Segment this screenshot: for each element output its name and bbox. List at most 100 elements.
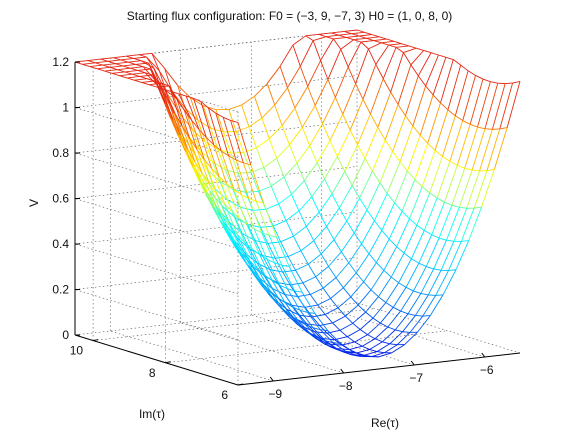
surface-mesh-line [230,152,239,174]
surface-mesh-line [464,167,473,171]
surface-mesh-line [346,37,354,41]
surface-mesh-line [272,280,286,304]
surface-mesh-line [95,62,103,66]
surface-mesh-line [413,290,422,294]
surface-mesh-line [456,124,471,166]
surface-mesh-line [287,250,302,257]
surface-mesh-line [151,53,160,72]
surface-mesh-line [380,307,394,324]
surface-mesh-line [431,234,440,239]
surface-mesh-line [248,198,263,233]
surface-mesh-line [414,179,423,187]
surface-mesh-line [285,220,294,237]
surface-mesh-line [89,66,98,70]
surface-mesh-line [216,194,231,227]
surface-mesh-line [484,128,493,130]
surface-mesh-line [353,37,367,41]
surface-mesh-line [382,78,392,93]
surface-mesh-line [424,230,432,236]
surface-mesh-line [156,85,170,88]
surface-mesh-line [287,288,295,292]
surface-mesh-line [237,122,252,166]
surface-mesh-line [379,36,387,40]
surface-mesh-line [357,304,366,313]
surface-mesh-line [102,63,116,66]
surface-mesh-line [386,193,395,204]
surface-mesh-line [194,161,209,194]
surface-mesh-line [314,331,323,339]
surface-mesh-line [290,282,303,286]
surface-mesh-line [486,168,495,172]
surface-mesh-line [493,127,508,170]
surface-mesh-line [285,302,293,308]
surface-mesh-line [277,297,286,304]
surface-mesh-line [224,169,234,190]
surface-mesh-line [290,315,299,321]
surface-mesh-line [449,161,458,166]
surface-mesh-line [186,133,195,155]
surface-mesh-line [372,317,381,324]
surface-mesh-line [207,193,221,222]
y-axis-label: Im(τ) [139,407,165,421]
surface-mesh-line [222,215,231,227]
surface-mesh-line [204,141,219,150]
surface-mesh-line [242,252,251,262]
surface-mesh-line [472,169,480,172]
surface-mesh-line [126,54,140,57]
surface-mesh-line [231,211,246,243]
surface-mesh-line [332,38,342,50]
surface-mesh-line [344,144,358,172]
surface-mesh-line [344,171,353,186]
surface-mesh-line [117,67,131,71]
surface-mesh-line [111,71,125,74]
surface-mesh-line [224,203,238,235]
surface-mesh-line [299,314,308,325]
surface-mesh-line [164,68,178,86]
surface-mesh-line [230,152,244,154]
surface-mesh-line [318,193,333,213]
surface-mesh-line [148,84,157,88]
surface-mesh-line [139,52,152,56]
surface-mesh-line [279,66,288,88]
surface-mesh-line [395,46,404,53]
surface-mesh-line [235,159,244,164]
surface-mesh-line [384,104,399,141]
surface-mesh-line [370,113,379,128]
surface-mesh-line [161,82,170,87]
surface-mesh-line [178,93,187,97]
x-tick-label: −9 [268,387,282,401]
surface-mesh-line [274,262,283,266]
surface-mesh-line [385,302,394,308]
surface-mesh-line [415,314,423,317]
surface-mesh-line [382,329,396,343]
surface-mesh-line [351,185,360,199]
surface-mesh-line [318,337,326,342]
surface-mesh-line [427,102,441,144]
surface-mesh-line [97,68,105,72]
surface-mesh-line [453,208,468,242]
surface-mesh-line [282,271,291,286]
surface-mesh-line [249,261,264,285]
surface-mesh-line [407,293,422,315]
surface-mesh-line [330,298,339,309]
surface-mesh-line [296,163,305,181]
surface-mesh-line [466,170,480,209]
surface-mesh-line [207,107,222,152]
surface-mesh-line [307,311,315,314]
surface-mesh-line [222,117,237,161]
surface-mesh-line [405,75,419,116]
surface-mesh-line [475,75,484,80]
surface-mesh-line [111,72,120,77]
surface-mesh-line [239,218,248,225]
surface-mesh-line [186,95,194,99]
surface-mesh-line [362,99,371,115]
surface-mesh-line [319,325,328,334]
surface-mesh-line [318,32,332,35]
surface-mesh-line [256,147,265,168]
surface-mesh-line [398,258,412,283]
surface-mesh-line [235,131,245,153]
surface-mesh-line [294,107,303,128]
surface-mesh-line [505,82,513,85]
surface-mesh-line [371,352,385,357]
surface-mesh-line [264,275,279,298]
